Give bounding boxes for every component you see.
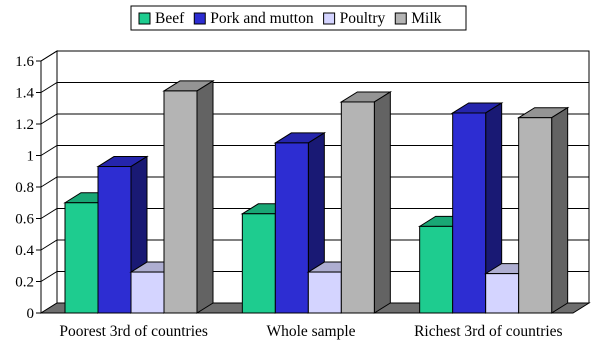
bar-front xyxy=(275,143,308,313)
y-tick-label: 1 xyxy=(27,149,35,165)
legend-swatch xyxy=(139,13,150,24)
chart-legend: Beef Pork and mutton Poultry Milk xyxy=(131,6,466,30)
legend-swatch xyxy=(324,13,335,24)
bar-side xyxy=(552,108,568,313)
y-tick-label: 1.6 xyxy=(15,54,34,70)
bar-front xyxy=(420,226,453,313)
legend-item-milk: Milk xyxy=(395,10,441,27)
bar-side xyxy=(197,81,213,313)
legend-swatch xyxy=(395,13,406,24)
bar-front xyxy=(242,214,275,313)
y-tick-label: 1.2 xyxy=(15,117,34,133)
legend-item-poultry: Poultry xyxy=(324,10,386,27)
bar-front xyxy=(453,113,486,313)
bar-front xyxy=(519,118,552,313)
legend-item-beef: Beef xyxy=(139,10,185,27)
y-tick-label: 1.4 xyxy=(15,86,34,102)
x-axis: Poorest 3rd of countries Whole sample Rich… xyxy=(41,313,573,340)
bar-front xyxy=(164,91,197,313)
x-category-label: Richest 3rd of countries xyxy=(414,323,563,340)
bar-milk-whole-sample xyxy=(341,92,390,313)
bar-milk-poorest-3rd-of-countries xyxy=(164,81,213,313)
y-axis: 0 0.2 0.4 0.6 0.8 1 1.2 1.4 1.6 xyxy=(15,54,41,322)
bar-front xyxy=(131,272,164,313)
legend-item-pork-and-mutton: Pork and mutton xyxy=(194,10,314,27)
bar-front xyxy=(308,272,341,313)
bar-milk-richest-3rd-of-countries xyxy=(519,108,568,313)
bar-front xyxy=(486,274,519,313)
legend-label: Poultry xyxy=(340,10,386,27)
legend-label: Pork and mutton xyxy=(210,10,314,27)
bar-side xyxy=(374,92,390,313)
bar-front xyxy=(65,203,98,313)
legend-swatch xyxy=(194,13,205,24)
x-category-label: Whole sample xyxy=(266,323,355,340)
legend-label: Beef xyxy=(155,10,185,27)
x-category-label: Poorest 3rd of countries xyxy=(59,323,208,340)
y-tick-label: 0.2 xyxy=(15,275,34,291)
y-tick-label: 0 xyxy=(27,306,35,322)
legend-label: Milk xyxy=(411,10,441,27)
y-tick-label: 0.4 xyxy=(15,243,34,259)
bar-front xyxy=(341,102,374,313)
y-tick-label: 0.6 xyxy=(15,212,34,228)
y-tick-label: 0.8 xyxy=(15,180,34,196)
bar-front xyxy=(98,167,131,313)
